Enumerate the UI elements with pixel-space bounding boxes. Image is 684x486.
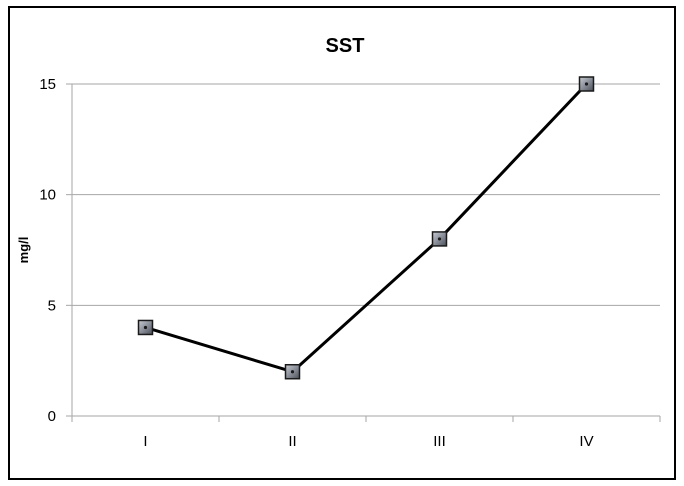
data-point-center bbox=[584, 82, 589, 86]
y-tick-label: 10 bbox=[39, 187, 56, 204]
chart-title: SST bbox=[326, 35, 365, 57]
axes bbox=[66, 83, 661, 422]
y-tick-label: 5 bbox=[48, 297, 56, 314]
series-line bbox=[145, 82, 588, 374]
gridlines bbox=[72, 83, 660, 306]
y-tick-label: 0 bbox=[48, 408, 56, 425]
data-point-center bbox=[143, 325, 148, 330]
y-axis-label: mg/l bbox=[16, 237, 31, 264]
x-tick-label-II: II bbox=[288, 433, 296, 450]
series bbox=[137, 76, 595, 380]
chart-frame bbox=[8, 6, 676, 480]
data-point-center bbox=[437, 237, 442, 241]
x-tick-label-I: I bbox=[143, 433, 147, 450]
x-tick-label-III: III bbox=[433, 433, 446, 450]
y-tick-label: 15 bbox=[39, 76, 56, 93]
x-tick-label-IV: IV bbox=[579, 433, 593, 450]
data-point-center bbox=[290, 370, 295, 374]
